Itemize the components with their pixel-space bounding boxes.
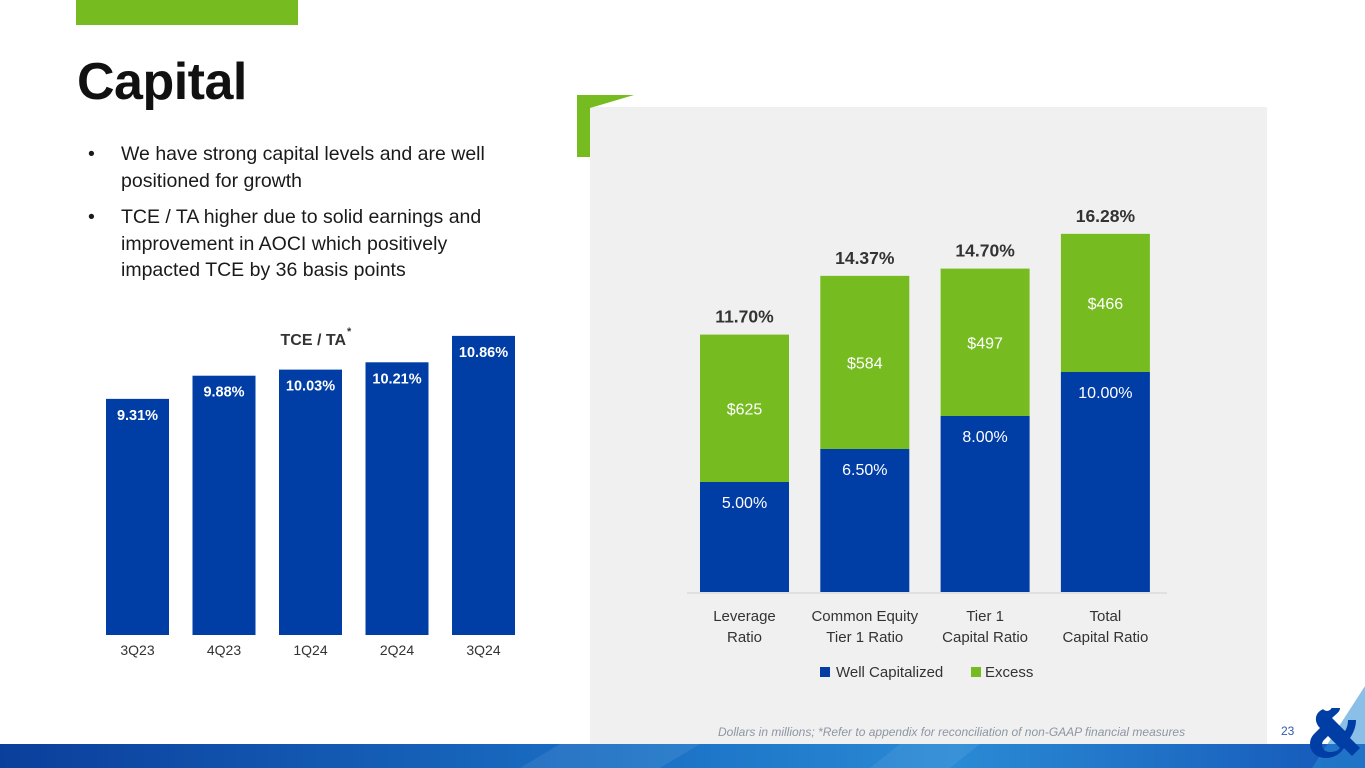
bar [279, 369, 342, 635]
capital-ratios-chart: 5.00% $625 11.70% Leverage Ratio 6.50% $584 14.… [687, 206, 1167, 681]
legend-label-excess: Excess [985, 664, 1033, 681]
segment-label-well-capitalized: 10.00% [1078, 385, 1132, 402]
bar-excess [700, 334, 789, 482]
bar-excess [820, 275, 910, 449]
x-tick-label: Tier 1 [966, 608, 1004, 625]
bullet-item: We have strong capital levels and are we… [86, 141, 526, 194]
segment-label-well-capitalized: 6.50% [842, 462, 887, 479]
page-number: 23 [1281, 724, 1295, 738]
data-label: 9.88% [203, 385, 244, 401]
bar-excess [940, 268, 1030, 416]
total-label: 16.28% [1076, 206, 1136, 226]
bar [365, 362, 429, 635]
accent-bar [76, 0, 298, 25]
x-tick-label: Ratio [727, 629, 762, 646]
bar [192, 375, 256, 635]
x-tick-label: 3Q23 [120, 642, 154, 658]
page-title: Capital [77, 53, 247, 111]
segment-label-excess: $466 [1088, 296, 1124, 313]
bar-well-capitalized [820, 449, 910, 592]
segment-label-well-capitalized: 5.00% [722, 495, 767, 512]
bar [106, 398, 169, 635]
bar [452, 335, 515, 635]
x-tick-label: Leverage [713, 608, 776, 625]
x-tick-label: Total [1090, 608, 1122, 625]
bar-well-capitalized [1060, 372, 1150, 592]
segment-label-well-capitalized: 8.00% [962, 429, 1007, 446]
bar-excess [1060, 233, 1150, 372]
x-tick-label: Tier 1 Ratio [826, 629, 903, 646]
bullet-item: TCE / TA higher due to solid earnings an… [86, 204, 526, 284]
data-label: 10.03% [286, 379, 335, 395]
x-tick-label: 3Q24 [466, 642, 500, 658]
bar-well-capitalized [700, 482, 789, 592]
bullet-list: We have strong capital levels and are we… [86, 141, 526, 294]
segment-label-excess: $625 [727, 401, 763, 418]
legend: Well Capitalized Excess [820, 664, 1033, 681]
x-tick-label: 2Q24 [380, 642, 414, 658]
data-label: 9.31% [117, 408, 158, 424]
x-tick-label: Capital Ratio [942, 629, 1028, 646]
footnote: Dollars in millions; *Refer to appendix … [718, 725, 1186, 739]
x-tick-label: 1Q24 [293, 642, 327, 658]
legend-swatch-well-capitalized [820, 667, 830, 677]
ampersand-logo-icon [1310, 686, 1365, 768]
total-label: 14.70% [955, 241, 1015, 261]
chart-title: TCE / TA [281, 332, 347, 349]
data-label: 10.86% [459, 345, 508, 361]
total-label: 11.70% [715, 307, 774, 327]
bottom-band [0, 744, 1365, 768]
total-label: 14.37% [835, 248, 895, 268]
x-tick-label: Capital Ratio [1062, 629, 1148, 646]
segment-label-excess: $497 [967, 335, 1003, 352]
legend-swatch-excess [971, 667, 981, 677]
segment-label-excess: $584 [847, 355, 883, 372]
bar-well-capitalized [940, 416, 1030, 592]
x-tick-label: Common Equity [811, 608, 918, 625]
tce-ta-chart: TCE / TA * 9.31% 3Q23 9.88% 4Q23 10.03% 1Q24 10.… [106, 326, 515, 658]
x-tick-label: 4Q23 [207, 642, 241, 658]
corner-accent-icon [577, 95, 634, 157]
legend-label-well-capitalized: Well Capitalized [836, 664, 943, 681]
data-label: 10.21% [372, 371, 421, 387]
chart-title-footnote-marker: * [347, 326, 352, 338]
